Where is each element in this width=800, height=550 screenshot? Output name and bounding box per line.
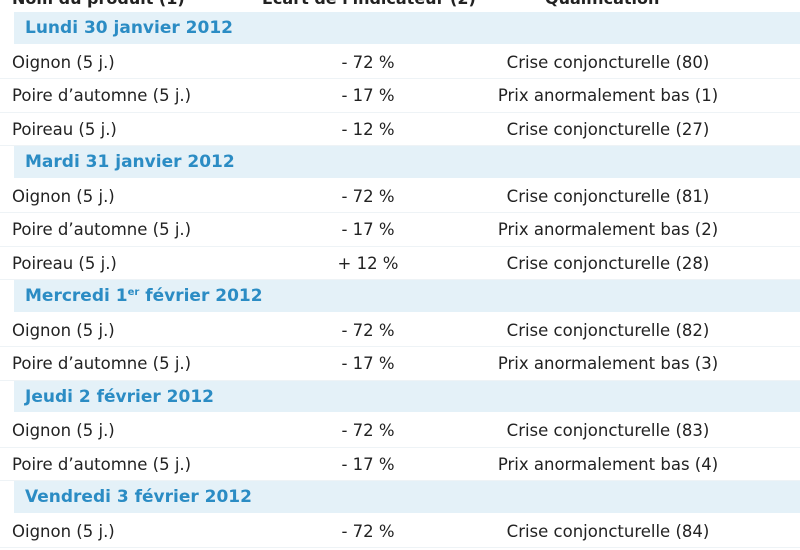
indicator-cell: - 72 % (341, 52, 395, 72)
qualification-cell: Crise conjoncturelle (80) (506, 52, 710, 72)
qualification-cell: Crise conjoncturelle (83) (506, 421, 710, 440)
header-cell: Qualification (545, 0, 659, 10)
indicator-cell: - 17 % (341, 220, 395, 239)
table-row: Poireau (5 j.) - 12 % Crise conjoncturelle… (0, 113, 800, 146)
product-cell: Poireau (5 j.) (12, 119, 117, 139)
group-date: février 2012 (139, 286, 263, 306)
table-row: Oignon (5 j.) - 72 % Crise conjoncturelle … (0, 46, 800, 79)
qualification-cell: Crise conjoncturelle (81) (506, 186, 710, 206)
table-row: Oignon (5 j.) - 72 % Crise conjoncturelle … (0, 414, 800, 448)
indicator-cell: - 17 % (341, 86, 395, 105)
group-header: Vendredi 3 février 2012 (14, 481, 800, 515)
group-date: Mercredi 1 (25, 286, 128, 306)
table-row: Poireau (5 j.) + 12 % Crise conjoncturelle… (0, 247, 800, 280)
indicator-cell: - 17 % (341, 354, 395, 373)
header-cell: Nom du produit (1) (12, 0, 185, 10)
qualification-cell: Crise conjoncturelle (27) (506, 119, 710, 139)
qualification-cell: Prix anormalement bas (3) (497, 354, 719, 373)
product-cell: Poire d’automne (5 j.) (12, 454, 192, 474)
product-cell: Oignon (5 j.) (12, 186, 115, 206)
indicator-cell: - 72 % (341, 521, 395, 541)
group-date: Lundi 30 janvier 2012 (25, 18, 233, 38)
table-row: Poire d’automne (5 j.) - 17 % Prix anormal… (0, 79, 800, 113)
group-date: Vendredi 3 février 2012 (25, 487, 252, 507)
header-cell: Écart de l'indicateur (2) (262, 0, 476, 10)
product-cell: Poire d’automne (5 j.) (12, 220, 192, 239)
group-header: Jeudi 2 février 2012 (14, 380, 800, 414)
product-cell: Oignon (5 j.) (12, 521, 115, 541)
qualification-cell: Prix anormalement bas (1) (497, 86, 719, 105)
group-header: Lundi 30 janvier 2012 (14, 12, 800, 46)
header-row: Nom du produit (1) Écart de l'indicateur… (0, 0, 800, 12)
product-cell: Oignon (5 j.) (12, 421, 115, 440)
product-cell: Poire d’automne (5 j.) (12, 354, 192, 373)
qualification-cell: Crise conjoncturelle (84) (506, 521, 710, 541)
group-date-sup: er (127, 287, 140, 298)
table-row: Poire d’automne (5 j.) - 17 % Prix anormal… (0, 448, 800, 481)
table-row: Poire d’automne (5 j.) - 17 % Prix anormal… (0, 347, 800, 381)
product-cell: Oignon (5 j.) (12, 52, 115, 72)
indicator-cell: + 12 % (337, 253, 399, 273)
table-row: Oignon (5 j.) - 72 % Crise conjoncturelle … (0, 314, 800, 347)
product-cell: Poireau (5 j.) (12, 253, 117, 273)
product-cell: Oignon (5 j.) (12, 320, 115, 340)
indicator-cell: - 12 % (341, 119, 395, 139)
indicator-cell: - 72 % (341, 421, 395, 440)
qualification-cell: Crise conjoncturelle (82) (506, 320, 710, 340)
group-header: Mardi 31 janvier 2012 (14, 146, 800, 180)
table-row: Poire d’automne (5 j.) - 17 % Prix anormal… (0, 213, 800, 247)
table-row: Oignon (5 j.) - 72 % Crise conjoncturelle … (0, 515, 800, 548)
group-header: Mercredi 1er février 2012 (14, 280, 800, 314)
qualification-cell: Prix anormalement bas (2) (497, 220, 719, 239)
qualification-cell: Prix anormalement bas (4) (497, 454, 719, 474)
indicator-cell: - 17 % (341, 454, 395, 474)
product-cell: Poire d’automne (5 j.) (12, 86, 192, 105)
table-row: Oignon (5 j.) - 72 % Crise conjoncturelle … (0, 180, 800, 213)
indicator-cell: - 72 % (341, 186, 395, 206)
qualification-cell: Crise conjoncturelle (28) (506, 253, 710, 273)
group-date: Jeudi 2 février 2012 (25, 386, 214, 407)
indicator-cell: - 72 % (341, 320, 395, 340)
group-date: Mardi 31 janvier 2012 (25, 152, 235, 172)
